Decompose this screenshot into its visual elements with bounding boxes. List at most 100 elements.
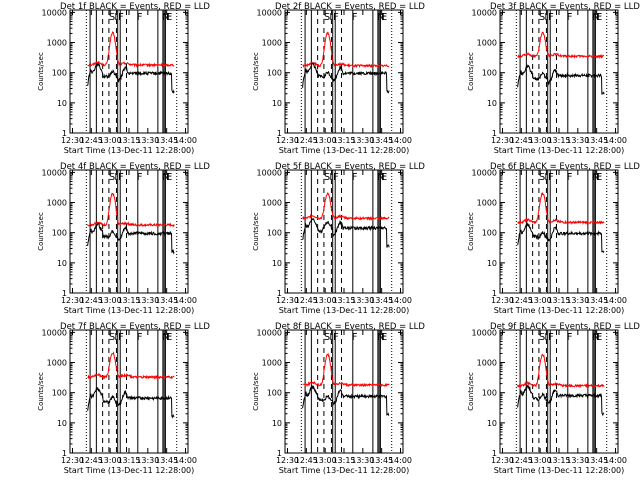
y-tick-label: 10000: [472, 328, 497, 337]
lld-series-line: [302, 352, 390, 388]
x-tick-label: 12:30: [61, 136, 84, 145]
region-letter: N: [377, 172, 384, 183]
y-tick-label: 1000: [262, 359, 282, 368]
y-tick-label: 10000: [257, 328, 282, 337]
x-tick-label: 12:30: [276, 296, 299, 305]
x-axis-label: Start Time (13-Dec-11 12:28:00): [494, 466, 625, 475]
detector-panel: Det 2f BLACK = Events, RED = LLD 1 10 100 10…: [252, 2, 425, 155]
y-tick-label: 1000: [47, 39, 67, 48]
x-tick-label: 13:30: [566, 136, 589, 145]
events-series-line: [87, 62, 175, 94]
x-tick-label: 12:30: [491, 456, 514, 465]
lld-series-line: [87, 192, 175, 228]
x-tick-label: 13:30: [136, 456, 159, 465]
x-axis-label: Start Time (13-Dec-11 12:28:00): [279, 466, 410, 475]
x-tick-label: 14:00: [389, 456, 412, 465]
x-tick-label: 13:45: [155, 136, 178, 145]
detector-panel: Det 7f BLACK = Events, RED = LLD 1 10 100 10…: [37, 322, 210, 475]
events-series-line: [517, 221, 605, 254]
x-tick-label: 14:00: [604, 456, 627, 465]
y-tick-label: 1000: [47, 199, 67, 208]
events-series-line: [517, 63, 605, 95]
x-tick-label: 14:00: [174, 136, 197, 145]
x-tick-label: 13:00: [99, 456, 122, 465]
y-tick-label: 10: [57, 99, 67, 108]
y-axis-label: Counts/sec: [467, 52, 475, 91]
x-axis-label: Start Time (13-Dec-11 12:28:00): [279, 146, 410, 155]
x-tick-label: 13:30: [351, 456, 374, 465]
region-letter: S: [539, 172, 545, 183]
lld-series-line: [87, 31, 175, 68]
x-tick-label: 13:15: [547, 456, 570, 465]
plot-frame: [69, 329, 189, 454]
x-tick-label: 12:30: [61, 296, 84, 305]
y-tick-label: 10000: [472, 168, 497, 177]
x-tick-label: 13:45: [585, 136, 608, 145]
detector-panel: Det 1f BLACK = Events, RED = LLD 1 10 100 10…: [37, 2, 210, 155]
region-letter: S: [109, 332, 115, 343]
x-tick-label: 12:45: [510, 136, 533, 145]
region-letter: F: [352, 12, 358, 23]
detector-panel: Det 9f BLACK = Events, RED = LLD 1 10 100 10…: [467, 322, 640, 475]
region-letter: E: [166, 332, 172, 343]
region-letter: F: [567, 12, 573, 23]
y-tick-label: 100: [267, 229, 282, 238]
x-tick-label: 12:30: [61, 456, 84, 465]
y-tick-label: 100: [482, 389, 497, 398]
y-tick-label: 1: [62, 449, 67, 458]
x-tick-label: 13:15: [547, 296, 570, 305]
region-letter: N: [377, 332, 384, 343]
y-axis-label: Counts/sec: [252, 212, 260, 251]
y-tick-label: 1: [277, 289, 282, 298]
x-tick-label: 12:45: [510, 456, 533, 465]
x-axis-label: Start Time (13-Dec-11 12:28:00): [64, 466, 195, 475]
y-tick-label: 1: [492, 129, 497, 138]
y-tick-label: 100: [267, 389, 282, 398]
lld-series-line: [517, 353, 605, 389]
region-letter: F: [548, 12, 554, 23]
panel-title: Det 2f BLACK = Events, RED = LLD: [275, 2, 425, 12]
y-tick-label: 10: [57, 259, 67, 268]
plot-frame: [499, 329, 619, 454]
y-axis-label: Counts/sec: [467, 212, 475, 251]
x-tick-label: 13:45: [370, 296, 393, 305]
region-letter: I: [544, 172, 547, 183]
region-letter: I: [114, 12, 117, 23]
y-tick-label: 1: [62, 129, 67, 138]
x-tick-label: 13:45: [370, 456, 393, 465]
y-axis-label: Counts/sec: [252, 372, 260, 411]
region-letter: S: [324, 172, 330, 183]
y-tick-label: 100: [267, 69, 282, 78]
region-letter: N: [592, 332, 599, 343]
region-letter: F: [333, 332, 339, 343]
detector-panel: Det 4f BLACK = Events, RED = LLD 1 10 100 10…: [37, 162, 210, 315]
y-tick-label: 1: [277, 449, 282, 458]
y-axis-label: Counts/sec: [252, 52, 260, 91]
region-letter: F: [137, 12, 143, 23]
detector-panel: Det 8f BLACK = Events, RED = LLD 1 10 100 10…: [252, 322, 425, 475]
x-tick-label: 13:15: [332, 456, 355, 465]
x-tick-label: 13:00: [529, 456, 552, 465]
x-tick-label: 14:00: [389, 136, 412, 145]
x-tick-label: 13:45: [155, 456, 178, 465]
y-tick-label: 1000: [47, 359, 67, 368]
y-tick-label: 10: [57, 419, 67, 428]
y-tick-label: 100: [52, 229, 67, 238]
lld-series-line: [302, 192, 390, 222]
x-tick-label: 12:45: [80, 456, 103, 465]
y-tick-label: 1000: [477, 359, 497, 368]
region-letter: I: [114, 172, 117, 183]
x-tick-label: 13:45: [585, 296, 608, 305]
x-tick-label: 12:45: [295, 456, 318, 465]
x-tick-label: 13:00: [314, 136, 337, 145]
region-letter: E: [596, 172, 602, 183]
region-letter: I: [329, 332, 332, 343]
x-tick-label: 13:30: [566, 296, 589, 305]
y-tick-label: 1000: [262, 199, 282, 208]
x-axis-label: Start Time (13-Dec-11 12:28:00): [494, 306, 625, 315]
x-axis-label: Start Time (13-Dec-11 12:28:00): [64, 146, 195, 155]
x-axis-label: Start Time (13-Dec-11 12:28:00): [494, 146, 625, 155]
panel-title: Det 1f BLACK = Events, RED = LLD: [60, 2, 210, 12]
events-series-line: [302, 62, 390, 94]
y-axis-label: Counts/sec: [37, 212, 45, 251]
